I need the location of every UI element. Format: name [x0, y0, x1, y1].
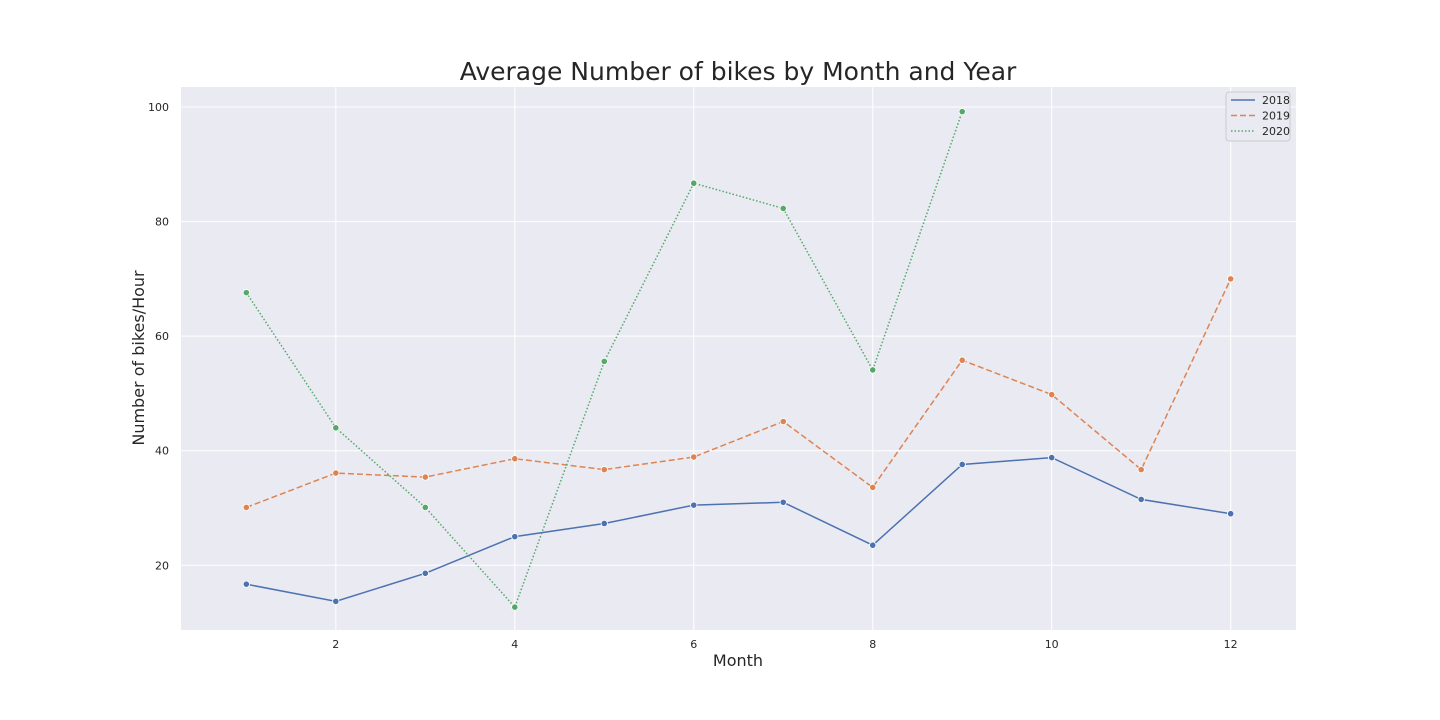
series-line-2019 — [246, 278, 1232, 509]
data-point-2020 — [600, 357, 608, 365]
data-point-2018 — [958, 460, 966, 469]
ticks: 2 4 6 8 10 12 20 40 60 80 100 — [148, 101, 1238, 651]
x-tick-label: 4 — [511, 638, 518, 651]
data-point-2019 — [1137, 466, 1145, 474]
legend-label-2019: 2019 — [1262, 110, 1290, 123]
data-point-2018 — [1227, 510, 1235, 518]
y-tick-label: 40 — [155, 445, 169, 458]
series-2019 — [242, 275, 1235, 512]
data-point-2020 — [869, 366, 877, 374]
data-point-2020 — [332, 424, 340, 432]
series-layer — [242, 108, 1235, 611]
series-2018 — [242, 453, 1235, 605]
y-tick-label: 100 — [148, 101, 169, 114]
data-point-2020 — [242, 289, 250, 297]
grid — [181, 87, 1296, 630]
data-point-2019 — [1048, 390, 1056, 399]
data-point-2020 — [958, 108, 966, 116]
data-point-2019 — [332, 469, 340, 477]
data-point-2019 — [421, 473, 429, 481]
data-point-2018 — [1137, 495, 1145, 504]
legend: 2018 2019 2020 — [1225, 91, 1291, 142]
data-point-2020 — [421, 503, 429, 512]
legend-label-2020: 2020 — [1262, 125, 1290, 138]
data-point-2018 — [869, 541, 877, 549]
x-axis-label: Month — [713, 651, 763, 670]
x-tick-label: 12 — [1224, 638, 1238, 651]
y-axis-label: Number of bikes/Hour — [129, 270, 148, 446]
data-point-2018 — [1048, 453, 1056, 462]
series-line-2020 — [245, 111, 963, 609]
data-point-2019 — [511, 455, 519, 463]
legend-label-2018: 2018 — [1262, 94, 1290, 107]
series-line-2018 — [246, 456, 1231, 603]
plot-area — [181, 87, 1296, 630]
data-point-2019 — [779, 417, 787, 426]
data-point-2019 — [958, 356, 966, 364]
data-point-2019 — [690, 453, 698, 461]
data-point-2019 — [242, 503, 250, 512]
data-point-2018 — [242, 580, 250, 588]
x-tick-label: 2 — [332, 638, 339, 651]
data-point-2020 — [511, 603, 519, 611]
x-tick-label: 6 — [690, 638, 697, 651]
data-point-2018 — [421, 569, 429, 577]
data-point-2018 — [511, 533, 519, 541]
y-tick-label: 20 — [155, 559, 169, 572]
data-point-2019 — [1227, 275, 1235, 283]
data-point-2018 — [690, 501, 698, 509]
data-point-2019 — [600, 466, 608, 474]
data-point-2020 — [779, 204, 787, 213]
data-point-2018 — [332, 597, 340, 605]
data-point-2018 — [600, 519, 608, 528]
y-tick-label: 60 — [155, 330, 169, 343]
series-2020 — [242, 108, 966, 611]
x-tick-label: 10 — [1045, 638, 1059, 651]
data-point-2018 — [779, 498, 787, 506]
y-tick-label: 80 — [155, 216, 169, 229]
data-point-2019 — [869, 483, 877, 491]
legend-box — [1225, 91, 1291, 142]
chart-title: Average Number of bikes by Month and Yea… — [460, 57, 1017, 86]
x-tick-label: 8 — [869, 638, 876, 651]
data-point-2020 — [690, 179, 698, 187]
